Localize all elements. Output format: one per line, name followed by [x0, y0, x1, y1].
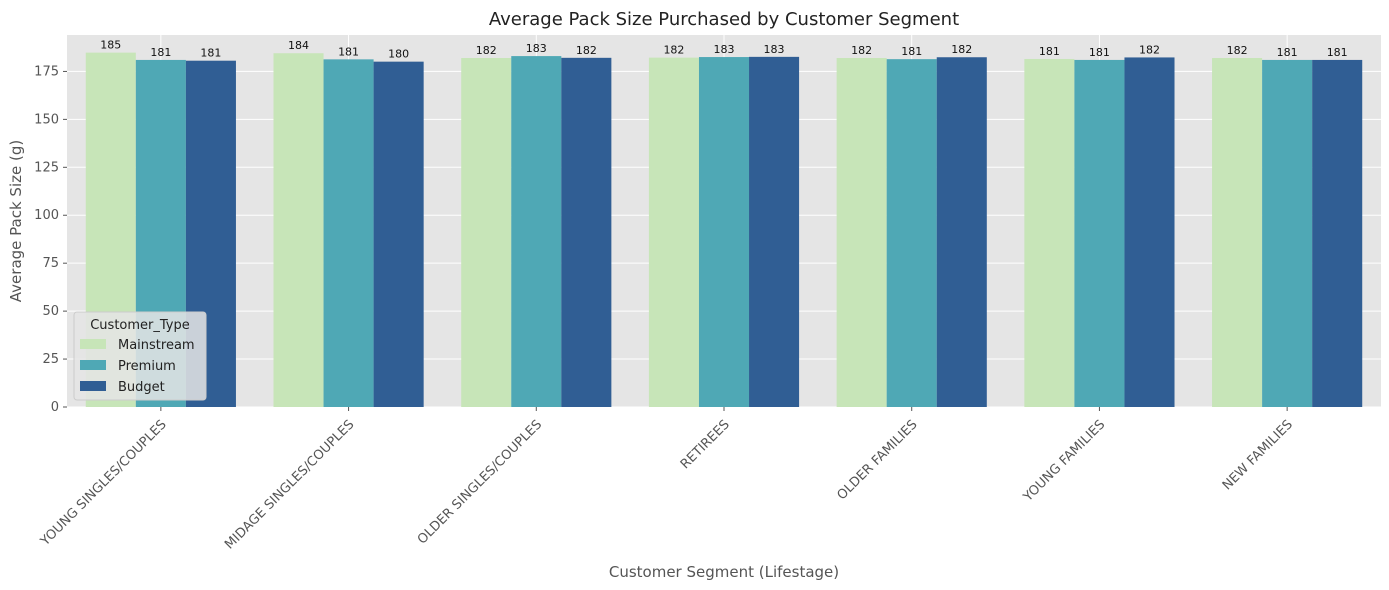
- bar: [511, 56, 562, 408]
- bar: [648, 57, 699, 408]
- x-tick-label: RETIREES: [678, 417, 733, 472]
- legend-title: Customer_Type: [90, 318, 190, 333]
- bar-value-label: 181: [901, 45, 922, 58]
- bar: [1024, 58, 1075, 408]
- legend-swatch: [80, 339, 106, 349]
- legend-swatch: [80, 360, 106, 370]
- y-tick-label: 100: [34, 208, 59, 223]
- y-axis: 0 25 50 75 100 125 150 175: [34, 64, 67, 415]
- bar-value-label: 183: [526, 42, 547, 55]
- bar-value-label: 185: [100, 39, 121, 52]
- bar-value-label: 184: [288, 39, 309, 52]
- legend-item-label: Premium: [118, 359, 176, 374]
- y-tick-label: 125: [34, 160, 59, 175]
- bar-value-label: 181: [200, 47, 221, 60]
- bar: [1212, 58, 1263, 407]
- x-tick-label: OLDER SINGLES/COUPLES: [415, 417, 545, 547]
- bar-value-label: 182: [663, 44, 684, 57]
- x-tick-label: NEW FAMILIES: [1220, 417, 1296, 493]
- bar-value-label: 183: [714, 43, 735, 56]
- bar: [936, 57, 987, 408]
- bar: [749, 56, 800, 407]
- bar-value-label: 181: [1277, 46, 1298, 59]
- bar-value-label: 183: [764, 43, 785, 56]
- bar-value-label: 181: [1089, 46, 1110, 59]
- y-tick-label: 150: [34, 112, 59, 127]
- y-tick-label: 75: [42, 256, 59, 271]
- bar-value-label: 182: [851, 44, 872, 57]
- bar: [461, 58, 512, 407]
- y-tick-label: 175: [34, 64, 59, 79]
- bar-value-label: 182: [1139, 43, 1160, 56]
- y-tick-label: 0: [51, 400, 59, 415]
- bar: [561, 57, 612, 408]
- y-tick-label: 25: [42, 352, 59, 367]
- legend-item-label: Mainstream: [118, 338, 195, 353]
- bar-value-label: 182: [1227, 44, 1248, 57]
- bar-value-label: 181: [1327, 46, 1348, 59]
- y-tick-label: 50: [42, 304, 59, 319]
- data-labels: 185 184 182 182 182 181 182 181 181 183 183 181 181 1…: [100, 39, 1347, 61]
- x-tick-label: OLDER FAMILIES: [835, 417, 921, 503]
- bar-value-label: 182: [951, 43, 972, 56]
- bar-value-label: 181: [338, 45, 359, 58]
- legend-box: [73, 311, 207, 401]
- bar: [836, 58, 887, 407]
- chart-title: Average Pack Size Purchased by Customer …: [489, 9, 959, 30]
- bar-value-label: 182: [576, 44, 597, 57]
- x-tick-label: YOUNG SINGLES/COUPLES: [37, 417, 169, 549]
- bar: [273, 53, 324, 408]
- bar: [323, 59, 374, 408]
- x-tick-label: YOUNG FAMILIES: [1020, 417, 1108, 505]
- bar: [1262, 59, 1313, 408]
- bar-value-label: 181: [1039, 45, 1060, 58]
- bar: [698, 57, 750, 408]
- bars: [85, 52, 1363, 408]
- x-axis-label: Customer Segment (Lifestage): [609, 563, 839, 581]
- x-axis: YOUNG SINGLES/COUPLES MIDAGE SINGLES/COUP…: [37, 407, 1296, 552]
- bar-value-label: 182: [476, 44, 497, 57]
- y-axis-label: Average Pack Size (g): [7, 140, 25, 302]
- bar-value-label: 180: [388, 48, 409, 61]
- bar: [373, 61, 424, 408]
- bar: [886, 59, 937, 407]
- legend-item-label: Budget: [118, 380, 165, 395]
- legend: Customer_Type Mainstream Premium Budget: [73, 311, 207, 401]
- bar: [1312, 59, 1363, 408]
- x-tick-label: MIDAGE SINGLES/COUPLES: [222, 417, 357, 552]
- legend-swatch: [80, 381, 106, 391]
- bar-value-label: 181: [150, 46, 171, 59]
- bar: [1124, 57, 1175, 407]
- bar: [1074, 59, 1125, 408]
